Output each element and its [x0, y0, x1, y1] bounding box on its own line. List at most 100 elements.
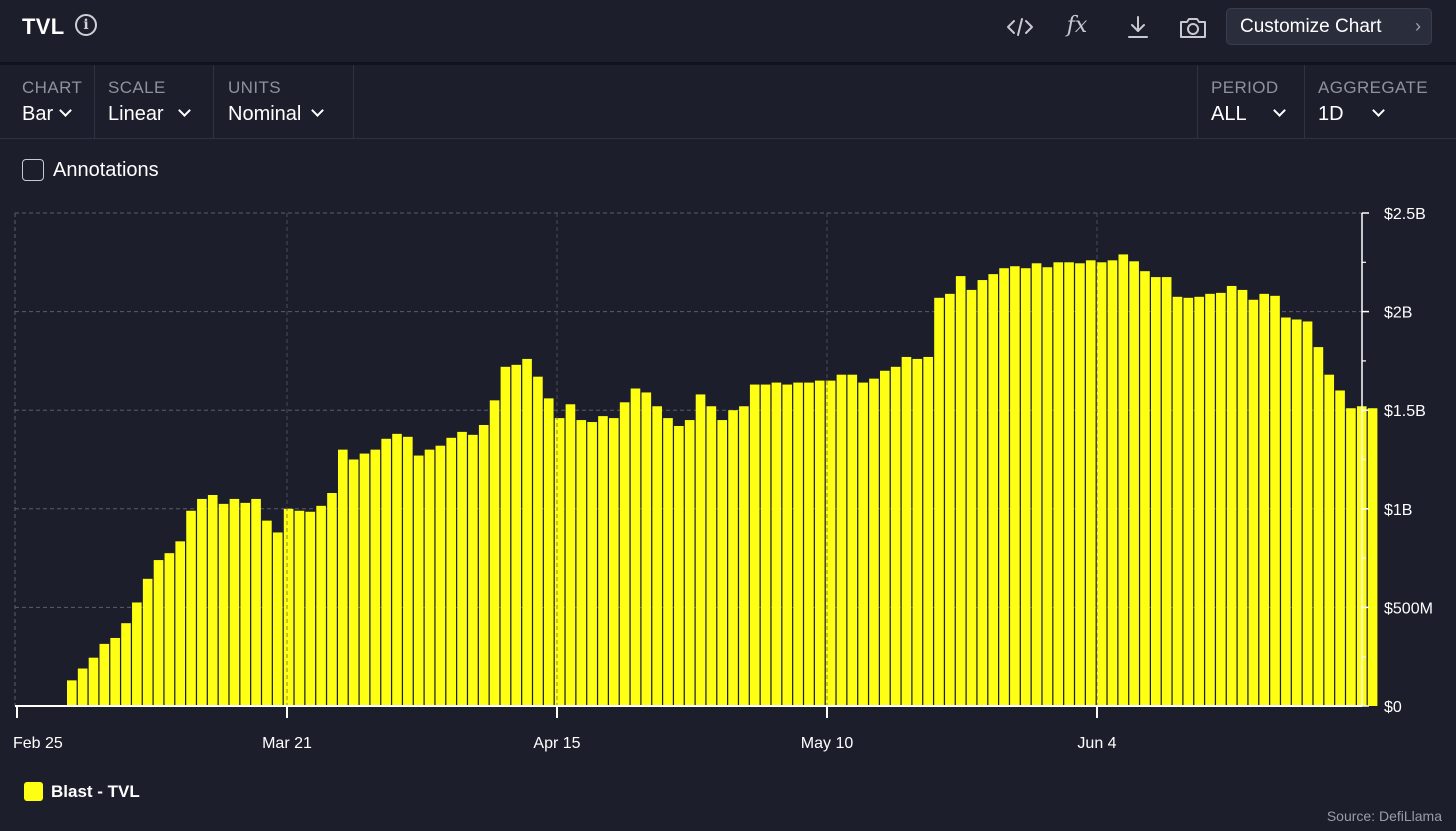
units-select[interactable]: UNITS Nominal [214, 65, 354, 138]
tvl-bar[interactable] [880, 370, 890, 706]
tvl-bar[interactable] [901, 356, 912, 706]
tvl-bar[interactable] [619, 402, 630, 706]
tvl-bar[interactable] [771, 382, 782, 706]
tvl-bar[interactable] [782, 384, 793, 706]
tvl-bar[interactable] [598, 416, 608, 706]
tvl-bar[interactable] [1183, 297, 1194, 706]
tvl-bar[interactable] [814, 380, 825, 706]
formula-icon[interactable]: fx [1066, 13, 1088, 38]
tvl-bar[interactable] [88, 657, 99, 706]
tvl-bar[interactable] [966, 289, 977, 706]
tvl-bar[interactable] [110, 637, 120, 706]
camera-icon[interactable] [1178, 12, 1208, 42]
tvl-bar[interactable] [663, 418, 673, 706]
tvl-bar[interactable] [587, 422, 597, 706]
tvl-bar[interactable] [99, 643, 110, 706]
tvl-bar[interactable] [164, 553, 175, 706]
tvl-bar[interactable] [1161, 277, 1172, 706]
tvl-bar[interactable] [717, 420, 727, 706]
tvl-bar[interactable] [760, 384, 771, 706]
tvl-bar[interactable] [1172, 296, 1183, 706]
tvl-bar[interactable] [424, 449, 435, 706]
tvl-bar[interactable] [142, 578, 153, 706]
tvl-bar[interactable] [1313, 347, 1324, 706]
tvl-bar[interactable] [554, 418, 565, 706]
period-select[interactable]: PERIOD ALL [1197, 65, 1305, 138]
tvl-bar[interactable] [132, 602, 142, 706]
tvl-bar[interactable] [1085, 260, 1096, 706]
tvl-bar[interactable] [890, 366, 901, 706]
tvl-bar[interactable] [1302, 321, 1313, 706]
tvl-bar[interactable] [121, 623, 131, 706]
tvl-bar[interactable] [858, 382, 868, 706]
tvl-bar[interactable] [1346, 408, 1356, 706]
tvl-bar[interactable] [316, 505, 326, 706]
tvl-bar[interactable] [1194, 296, 1204, 706]
tvl-bar[interactable] [392, 433, 402, 706]
tvl-bar[interactable] [695, 394, 706, 706]
tvl-bar[interactable] [934, 297, 944, 706]
tvl-bar[interactable] [489, 400, 500, 706]
tvl-bar[interactable] [1064, 262, 1074, 706]
tvl-bar[interactable] [1270, 295, 1280, 706]
tvl-bar[interactable] [674, 425, 684, 706]
tvl-bar[interactable] [294, 510, 305, 706]
tvl-bar[interactable] [923, 356, 933, 706]
tvl-bar[interactable] [1118, 254, 1129, 706]
tvl-bar[interactable] [1129, 261, 1139, 706]
tvl-bar[interactable] [153, 560, 164, 706]
tvl-bar[interactable] [977, 280, 988, 706]
tvl-bar[interactable] [1020, 268, 1031, 706]
customize-chart-button[interactable]: Customize Chart › [1226, 8, 1432, 45]
tvl-bar[interactable] [684, 420, 695, 706]
tvl-bar[interactable] [197, 498, 207, 706]
tvl-bar[interactable] [630, 388, 641, 706]
tvl-bar[interactable] [1031, 263, 1042, 706]
tvl-bar[interactable] [1226, 285, 1237, 706]
tvl-bar[interactable] [207, 495, 218, 706]
tvl-bar[interactable] [543, 398, 554, 706]
tvl-bar[interactable] [739, 406, 749, 706]
tvl-bar[interactable] [945, 293, 955, 706]
tvl-bar[interactable] [240, 502, 251, 706]
tvl-bar[interactable] [1335, 390, 1345, 706]
tvl-bar[interactable] [218, 503, 229, 706]
tvl-bar[interactable] [749, 384, 760, 706]
aggregate-select[interactable]: AGGREGATE 1D [1305, 65, 1456, 138]
tvl-bar[interactable] [912, 358, 923, 706]
tvl-bar[interactable] [576, 420, 587, 706]
tvl-bar[interactable] [988, 274, 998, 706]
tvl-bar[interactable] [1324, 374, 1335, 706]
tvl-bar[interactable] [67, 680, 77, 706]
tvl-bar[interactable] [500, 366, 511, 706]
tvl-bar[interactable] [348, 459, 359, 707]
tvl-bar[interactable] [457, 431, 467, 706]
tvl-bar[interactable] [413, 455, 424, 706]
tvl-bar[interactable] [1010, 266, 1020, 706]
tvl-bar[interactable] [1096, 262, 1107, 706]
tvl-bar[interactable] [251, 498, 261, 706]
tvl-bar[interactable] [706, 406, 717, 706]
tvl-bar[interactable] [1205, 293, 1215, 706]
tvl-bar[interactable] [262, 520, 272, 706]
tvl-bar[interactable] [446, 437, 456, 706]
tvl-bar[interactable] [1367, 408, 1378, 706]
tvl-bar[interactable] [305, 511, 316, 706]
tvl-bar[interactable] [609, 418, 619, 706]
tvl-bar[interactable] [381, 438, 391, 706]
tvl-bar[interactable] [1291, 319, 1302, 706]
tvl-bar[interactable] [533, 376, 543, 706]
tvl-bar[interactable] [1248, 299, 1259, 706]
tvl-bar[interactable] [370, 449, 381, 706]
tvl-bar[interactable] [435, 445, 446, 706]
tvl-bar[interactable] [869, 378, 879, 706]
info-icon[interactable]: i [75, 14, 97, 36]
tvl-bar[interactable] [641, 392, 652, 706]
scale-select[interactable]: SCALE Linear [95, 65, 214, 138]
tvl-bar[interactable] [186, 510, 196, 706]
tvl-bar[interactable] [272, 532, 283, 706]
tvl-bar[interactable] [1216, 292, 1226, 706]
tvl-bar[interactable] [565, 404, 576, 706]
tvl-bar[interactable] [1053, 262, 1064, 706]
tvl-bar[interactable] [804, 382, 814, 706]
